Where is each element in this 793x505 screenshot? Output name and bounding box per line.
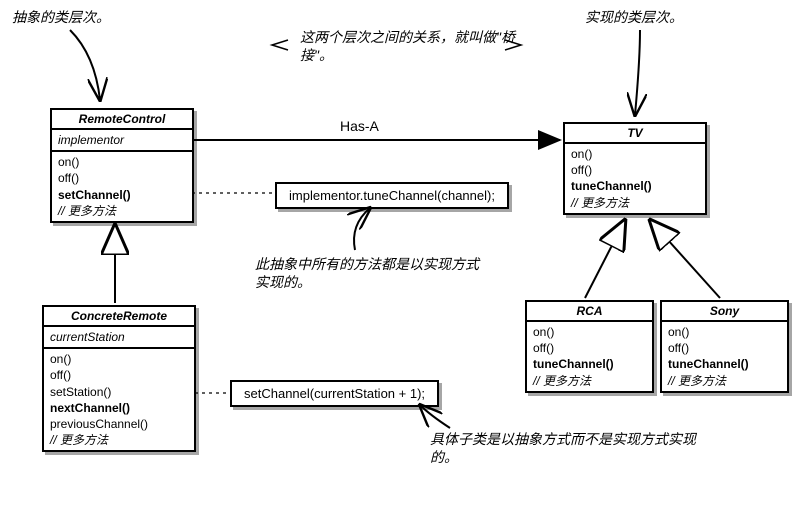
label-has-a: Has-A xyxy=(340,118,379,134)
op-off: off() xyxy=(58,170,186,186)
op-nextchannel: nextChannel() xyxy=(50,400,188,416)
op-on: on() xyxy=(571,146,699,162)
attr-currentstation: currentStation xyxy=(50,329,188,345)
op-prevchannel: previousChannel() xyxy=(50,416,188,432)
op-tunechannel: tuneChannel() xyxy=(668,356,781,372)
op-on: on() xyxy=(668,324,781,340)
class-remote-control: RemoteControl implementor on() off() set… xyxy=(50,108,194,223)
op-more: // 更多方法 xyxy=(571,195,699,211)
op-setstation: setStation() xyxy=(50,384,188,400)
class-rca: RCA on() off() tuneChannel() // 更多方法 xyxy=(525,300,654,393)
code-setchannel-call: setChannel(currentStation + 1); xyxy=(230,380,439,407)
op-setchannel: setChannel() xyxy=(58,187,186,203)
note-abstract-methods: 此抽象中所有的方法都是以实现方式实现的。 xyxy=(255,255,485,291)
op-off: off() xyxy=(533,340,646,356)
class-title: Sony xyxy=(662,302,787,322)
op-more: // 更多方法 xyxy=(50,432,188,448)
note-abstract-hierarchy: 抽象的类层次。 xyxy=(12,8,110,26)
class-title: RemoteControl xyxy=(52,110,192,130)
attr-implementor: implementor xyxy=(58,132,186,148)
class-title: TV xyxy=(565,124,705,144)
class-title: ConcreteRemote xyxy=(44,307,194,327)
op-on: on() xyxy=(533,324,646,340)
class-title: RCA xyxy=(527,302,652,322)
op-off: off() xyxy=(571,162,699,178)
class-sony: Sony on() off() tuneChannel() // 更多方法 xyxy=(660,300,789,393)
note-bridge: 这两个层次之间的关系，就叫做"桥接"。 xyxy=(300,28,520,64)
class-tv: TV on() off() tuneChannel() // 更多方法 xyxy=(563,122,707,215)
op-more: // 更多方法 xyxy=(58,203,186,219)
op-tunechannel: tuneChannel() xyxy=(571,178,699,194)
note-concrete: 具体子类是以抽象方式而不是实现方式实现的。 xyxy=(430,430,710,466)
class-concrete-remote: ConcreteRemote currentStation on() off()… xyxy=(42,305,196,452)
op-more: // 更多方法 xyxy=(668,373,781,389)
code-implementor-call: implementor.tuneChannel(channel); xyxy=(275,182,509,209)
op-on: on() xyxy=(50,351,188,367)
op-more: // 更多方法 xyxy=(533,373,646,389)
note-impl-hierarchy: 实现的类层次。 xyxy=(585,8,683,26)
op-off: off() xyxy=(50,367,188,383)
op-on: on() xyxy=(58,154,186,170)
op-tunechannel: tuneChannel() xyxy=(533,356,646,372)
op-off: off() xyxy=(668,340,781,356)
